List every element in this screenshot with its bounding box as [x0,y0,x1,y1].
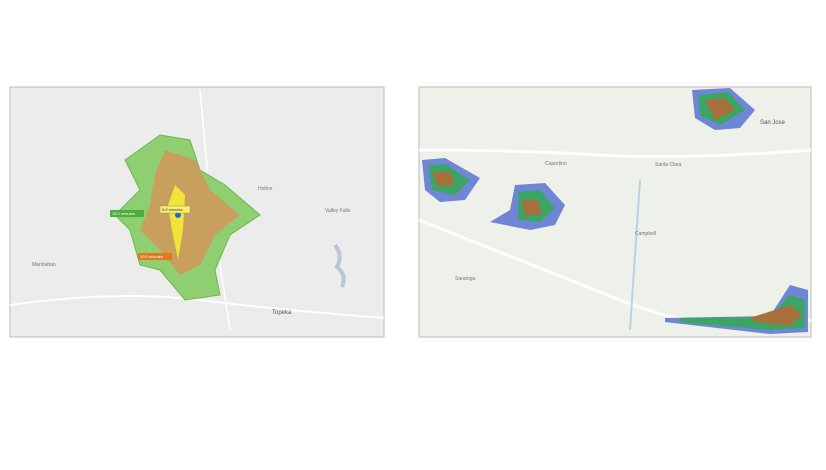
place-label: Valley Falls [325,208,351,214]
area-inner [705,98,735,120]
area-inner [432,172,455,186]
drive-time-5 [168,185,185,260]
road [418,148,812,159]
place-label: Cupertino [545,161,567,167]
label-box [138,253,172,260]
place-label: Campbell [635,231,656,237]
right-map: San Jose Campbell Saratoga Cupertino San… [418,86,812,338]
drive-label: 5.0 minutes [162,207,183,212]
place-label: Manhattan [32,262,56,268]
area-inner [522,200,542,216]
place-label: Saratoga [455,276,476,282]
place-label: San Jose [760,120,786,126]
area-inner [750,305,802,326]
place-label: Holton [258,186,273,192]
label-box [110,210,144,217]
road [9,295,385,319]
drive-label: 10.0 minutes [140,254,163,259]
map-frame [418,86,812,338]
place-label: Topeka [272,310,292,316]
lake [333,243,346,288]
drive-label: 15.0 minutes [112,211,135,216]
place-label: Santa Clara [655,162,682,168]
facility-marker [175,212,181,218]
left-map: 15.0 minutes 10.0 minutes 5.0 minutes Ma… [9,86,385,338]
creek [629,179,641,331]
label-box [159,205,191,214]
